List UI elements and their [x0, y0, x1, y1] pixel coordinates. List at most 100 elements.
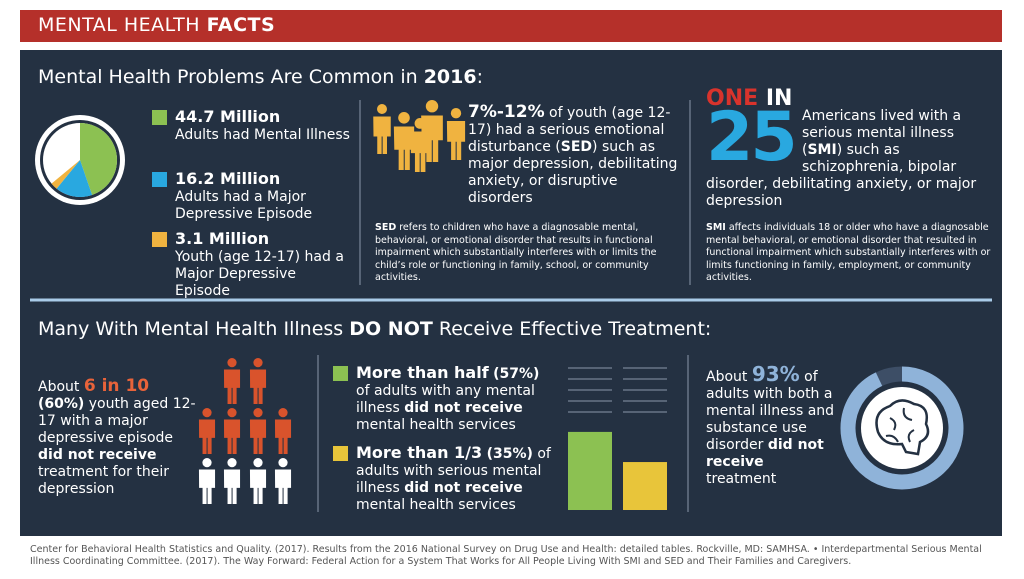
person-head [377, 104, 387, 114]
smi-ratio: ONE IN 25 [706, 88, 798, 172]
stat-text: 7%-12% [468, 102, 545, 122]
person-head [227, 408, 237, 418]
pie-slice [56, 160, 93, 197]
heading-text: Receive Effective Treatment: [432, 318, 712, 340]
person-icon [410, 118, 430, 172]
legend-amount: 44.7 Million [175, 107, 281, 126]
legend-swatch [333, 366, 348, 381]
ratio-number: 25 [706, 98, 798, 177]
stat-text: About [706, 369, 752, 385]
person-head [227, 458, 237, 468]
header-bar [20, 10, 1002, 42]
note-text: SMI [706, 222, 726, 233]
person-head [278, 408, 288, 418]
person-icon [223, 408, 241, 454]
bar [568, 431, 612, 510]
legend-entry: More than 1/3 (35%) of adults with serio… [356, 444, 556, 514]
person-icon [249, 408, 267, 454]
stat-text: did not receive [38, 447, 157, 463]
person-head [253, 458, 263, 468]
stat-text: SED [560, 139, 593, 155]
person-body [249, 419, 267, 454]
person-icon [446, 108, 466, 160]
person-icon [249, 458, 267, 504]
section-heading: Mental Health Problems Are Common in 201… [38, 66, 483, 88]
person-body [373, 116, 391, 154]
stat-text: of adults with both a mental illness and… [706, 369, 835, 453]
person-head [450, 108, 462, 119]
person-head [253, 358, 263, 368]
legend-swatch [152, 172, 167, 187]
smi-block: ONE IN 25 Americans lived with a serious… [706, 88, 991, 210]
stat-text: 6 in 10 [83, 376, 150, 396]
header-title: MENTAL HEALTH FACTS [38, 14, 275, 36]
legend-amount: 16.2 Million [175, 169, 281, 188]
stat-text: ) such as major depression, debilitating… [468, 139, 678, 206]
person-icon [274, 408, 292, 454]
stat-text: treatment [706, 471, 777, 487]
person-head [202, 458, 212, 468]
legend-swatch [152, 110, 167, 125]
legend-text: Adults had a Major Depressive Episode [175, 189, 313, 222]
ratio-text: ONE [706, 86, 759, 111]
section-heading: Many With Mental Health Illness DO NOT R… [38, 318, 711, 340]
person-body [249, 369, 267, 404]
bar [623, 462, 667, 510]
note-text: SED [375, 222, 397, 233]
stat-text: of youth (age 12-17) had a serious emoti… [468, 105, 671, 155]
legend-entry: 16.2 Million Adults had a Major Depressiv… [175, 170, 350, 223]
legend-text: of adults with any mental illness [356, 383, 535, 416]
footer-citation: Center for Behavioral Health Statistics … [30, 544, 982, 567]
donut-stat: About 93% of adults with both a mental i… [706, 364, 836, 488]
person-head [398, 112, 410, 124]
legend-text: Adults had Mental Illness [175, 127, 350, 143]
heading-text: Many With Mental Health Illness [38, 318, 350, 340]
legend-text: Youth (age 12-17) had a Major Depressive… [175, 249, 344, 299]
person-icon [223, 358, 241, 404]
person-body [223, 469, 241, 504]
legend-entry: 3.1 Million Youth (age 12-17) had a Major… [175, 230, 350, 300]
heading-text: : [476, 66, 483, 88]
person-icon [223, 458, 241, 504]
pie-slice [80, 123, 117, 195]
value-label: (57%) [493, 366, 540, 382]
person-body [410, 131, 430, 172]
legend-entry: 44.7 Million Adults had Mental Illness [175, 108, 350, 144]
person-body [223, 419, 241, 454]
person-head [278, 458, 288, 468]
person-icon [393, 112, 415, 170]
pie-slice [51, 160, 80, 189]
legend-text: More than half [356, 363, 489, 382]
stat-text: 93% [751, 362, 800, 386]
person-head [202, 408, 212, 418]
person-icon [249, 358, 267, 404]
person-body [198, 419, 216, 454]
person-head [425, 100, 439, 113]
person-head [414, 118, 426, 129]
legend-text: of adults with serious mental illness [356, 446, 551, 496]
person-body [274, 469, 292, 504]
stat-text: ) such as schizophrenia, bipolar disorde… [706, 142, 977, 209]
smi-note: SMI affects individuals 18 or older who … [706, 222, 991, 285]
sed-stat: 7%-12% of youth (age 12-17) had a seriou… [468, 104, 680, 207]
person-body [393, 126, 415, 170]
legend-text: did not receive [404, 400, 523, 416]
person-icon [198, 458, 216, 504]
ratio-text: IN [765, 86, 793, 111]
note-text: refers to children who have a diagnosabl… [375, 222, 657, 283]
stat-text: youth aged 12-17 with a major depressive… [38, 396, 196, 446]
person-icon [198, 408, 216, 454]
person-icon [274, 458, 292, 504]
stat-text: SMI [807, 142, 837, 158]
stat-text: treatment for their depression [38, 464, 170, 497]
person-body [223, 369, 241, 404]
stat-text: did not receive [706, 437, 824, 470]
heading-text: Mental Health Problems Are Common in [38, 66, 424, 88]
brain-icon [861, 387, 943, 469]
sed-note: SED refers to children who have a diagno… [375, 222, 675, 285]
stat-text: Americans lived with a serious mental il… [802, 108, 962, 158]
note-text: affects individuals 18 or older who have… [706, 222, 991, 283]
smi-stat: Americans lived with a serious mental il… [706, 88, 991, 210]
